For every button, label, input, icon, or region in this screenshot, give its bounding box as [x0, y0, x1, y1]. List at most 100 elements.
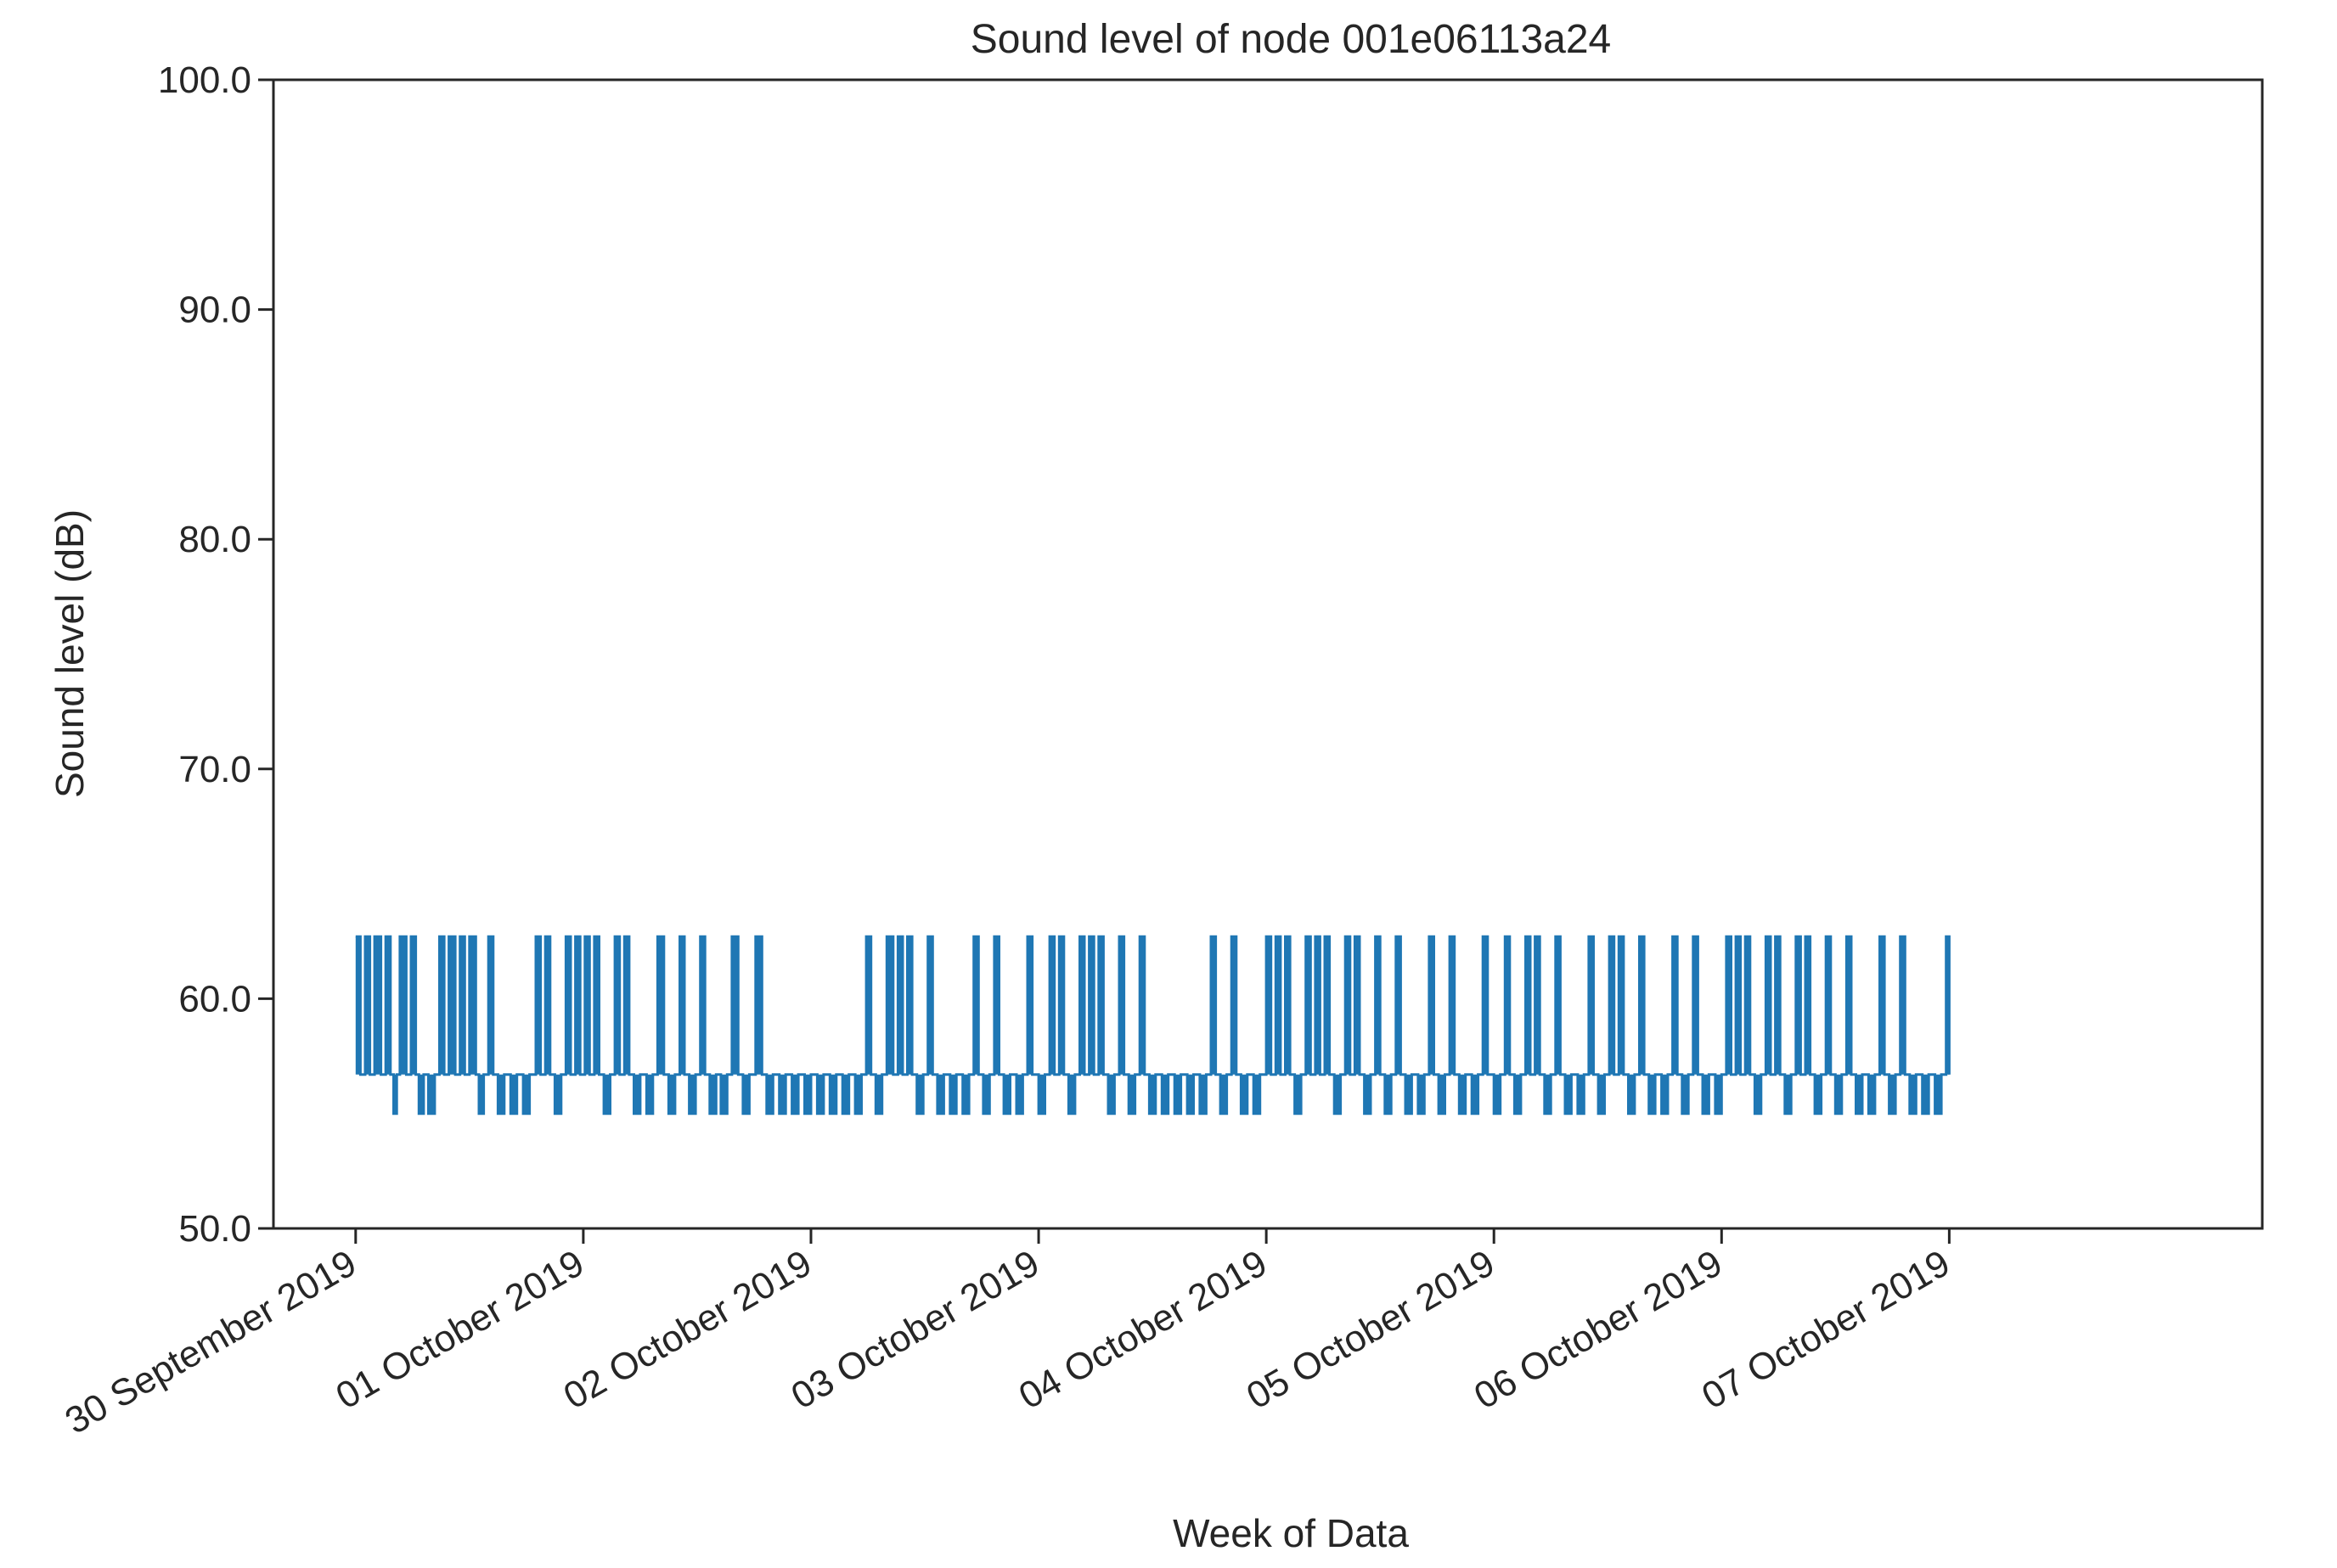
- high-level-band: [898, 936, 903, 1075]
- high-level-band: [536, 936, 541, 1075]
- high-level-band: [1098, 936, 1104, 1075]
- high-level-band: [488, 936, 493, 1075]
- high-level-band: [907, 936, 913, 1075]
- high-level-band: [386, 936, 391, 1075]
- high-level-band: [566, 936, 571, 1075]
- low-level-band: [1703, 1074, 1709, 1114]
- low-level-band: [937, 1074, 944, 1114]
- high-level-band: [1726, 936, 1732, 1075]
- high-level-band: [1050, 936, 1055, 1075]
- low-level-band: [1004, 1074, 1011, 1114]
- high-level-band: [755, 936, 763, 1075]
- low-level-band: [1514, 1074, 1521, 1114]
- high-level-band: [448, 936, 455, 1075]
- low-level-band: [1661, 1074, 1668, 1114]
- high-level-band: [1745, 936, 1750, 1075]
- low-level-band: [1815, 1074, 1822, 1114]
- high-level-band: [1375, 936, 1381, 1075]
- low-level-band: [1784, 1074, 1792, 1114]
- high-level-band: [1079, 936, 1085, 1075]
- high-level-band: [1505, 936, 1510, 1075]
- low-level-band: [1577, 1074, 1585, 1114]
- low-level-band: [510, 1074, 517, 1114]
- high-level-band: [1736, 936, 1741, 1075]
- high-level-band: [1588, 936, 1594, 1075]
- low-level-band: [1174, 1074, 1181, 1114]
- high-level-band: [1672, 936, 1678, 1075]
- high-level-band: [1805, 936, 1810, 1075]
- low-level-band: [1681, 1074, 1689, 1114]
- low-level-band: [1364, 1074, 1371, 1114]
- high-level-band: [1285, 936, 1291, 1075]
- high-level-band: [887, 936, 893, 1075]
- high-level-band: [1266, 936, 1271, 1075]
- high-level-band: [1089, 936, 1095, 1075]
- low-level-band: [949, 1074, 957, 1114]
- chart-title: Sound level of node 001e06113a24: [971, 17, 1611, 62]
- high-level-band: [866, 936, 871, 1075]
- low-level-band: [1934, 1074, 1941, 1114]
- low-level-band: [804, 1074, 811, 1114]
- low-level-band: [1187, 1074, 1194, 1114]
- high-level-band: [624, 936, 629, 1075]
- low-level-band: [1162, 1074, 1168, 1114]
- low-level-band: [766, 1074, 774, 1114]
- high-level-band: [700, 936, 706, 1075]
- high-level-band: [973, 936, 979, 1075]
- low-level-band: [1253, 1074, 1260, 1114]
- low-level-band: [1868, 1074, 1875, 1114]
- low-level-band: [1384, 1074, 1392, 1114]
- high-level-band: [374, 936, 381, 1075]
- high-level-band: [1395, 936, 1401, 1075]
- low-level-band: [1417, 1074, 1425, 1114]
- low-level-band: [1459, 1074, 1466, 1114]
- low-level-band: [842, 1074, 849, 1114]
- low-level-band: [855, 1074, 862, 1114]
- high-level-band: [1692, 936, 1698, 1075]
- high-level-band: [545, 936, 550, 1075]
- high-level-band: [994, 936, 1000, 1075]
- high-level-band: [1028, 936, 1033, 1075]
- high-level-band: [439, 936, 445, 1075]
- high-level-band: [1345, 936, 1350, 1075]
- low-level-band: [1544, 1074, 1551, 1114]
- high-level-band: [411, 936, 416, 1075]
- high-level-band: [1879, 936, 1885, 1075]
- high-level-band: [575, 936, 581, 1075]
- low-level-band: [1856, 1074, 1862, 1114]
- low-level-band: [791, 1074, 798, 1114]
- low-level-band: [1754, 1074, 1761, 1114]
- low-level-band: [1405, 1074, 1412, 1114]
- high-level-band: [1795, 936, 1801, 1075]
- low-level-band: [1565, 1074, 1572, 1114]
- low-level-band: [742, 1074, 750, 1114]
- low-level-band: [428, 1074, 435, 1114]
- y-axis-title: Sound level (dB): [48, 509, 92, 798]
- y-tick-label: 50.0: [178, 1208, 251, 1250]
- high-level-band: [1846, 936, 1851, 1075]
- high-level-band: [594, 936, 600, 1075]
- high-level-band: [365, 936, 370, 1075]
- high-level-band: [1211, 936, 1216, 1075]
- low-level-band: [916, 1074, 924, 1114]
- low-level-band: [1922, 1074, 1929, 1114]
- low-level-band: [876, 1074, 882, 1114]
- low-level-band: [689, 1074, 695, 1114]
- high-level-band: [1354, 936, 1360, 1075]
- high-level-band: [1428, 936, 1434, 1075]
- high-level-band: [731, 936, 739, 1075]
- low-level-band: [634, 1074, 640, 1114]
- y-tick-label: 70.0: [178, 749, 251, 790]
- high-level-band: [679, 936, 685, 1075]
- high-level-band: [1535, 936, 1540, 1075]
- low-level-band: [817, 1074, 824, 1114]
- y-tick-label: 100.0: [158, 59, 251, 101]
- plot-frame: [272, 78, 2264, 1230]
- high-level-band: [469, 936, 476, 1075]
- high-level-band: [1555, 936, 1561, 1075]
- high-level-band: [1231, 936, 1236, 1075]
- low-level-band: [1835, 1074, 1842, 1114]
- low-level-band: [1628, 1074, 1635, 1114]
- low-level-band: [1199, 1074, 1207, 1114]
